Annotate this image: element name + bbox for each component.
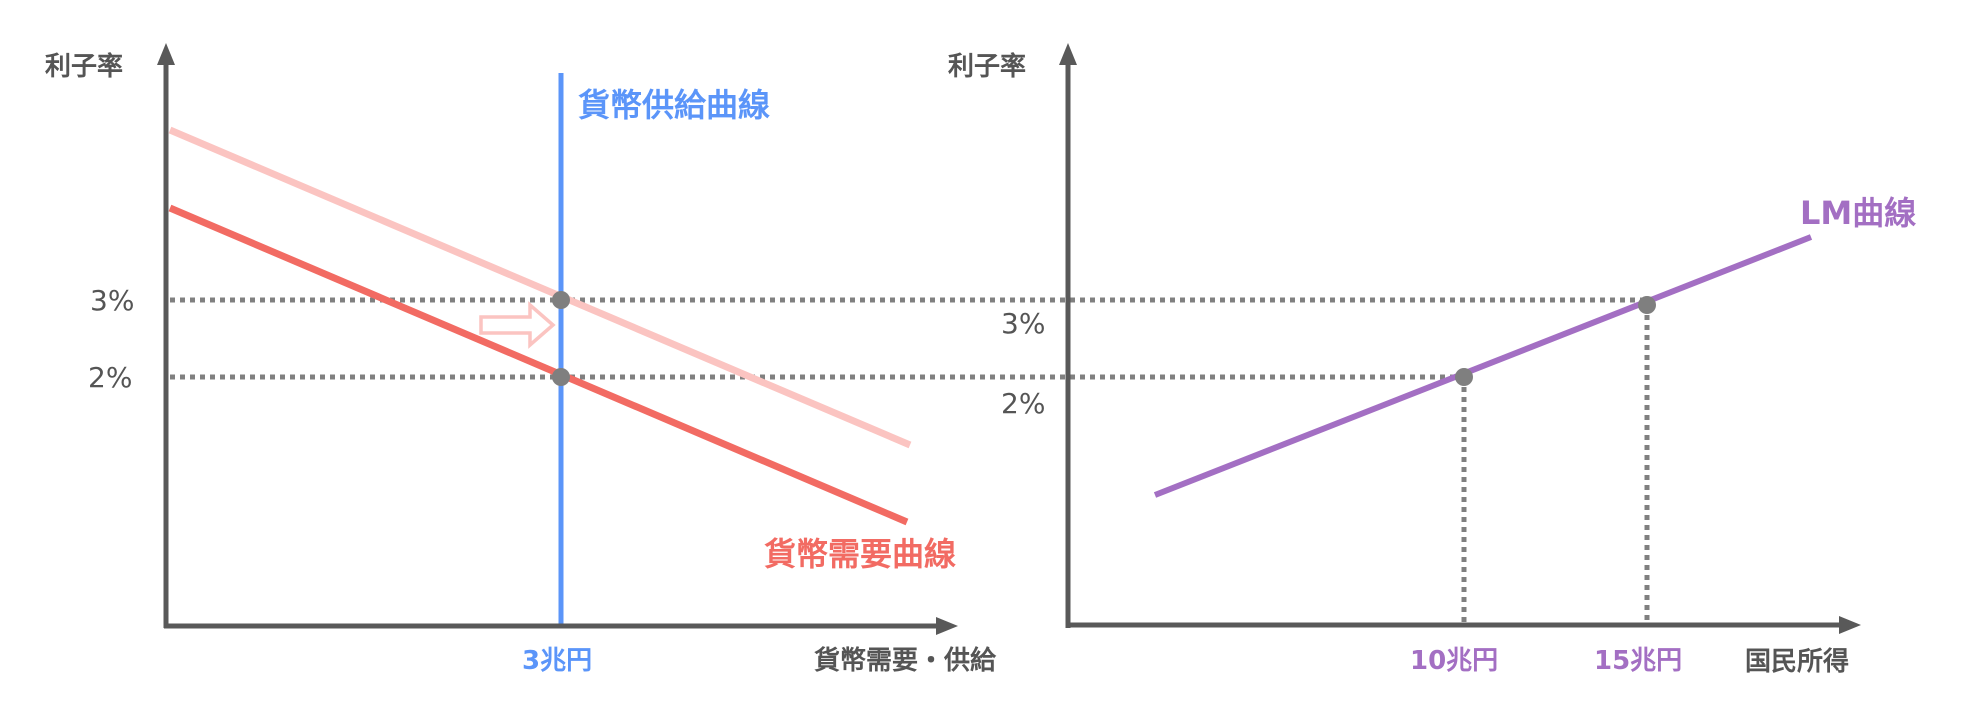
supply-curve-label: 貨幣供給曲線 (578, 86, 771, 124)
right-y-axis-arrow-icon (1059, 43, 1077, 65)
left-x-tick-3-trillion: 3兆円 (522, 646, 593, 676)
right-x-tick-15-trillion: 15兆円 (1594, 646, 1683, 676)
left-y-axis-arrow-icon (157, 43, 175, 65)
left-y-tick-2pct: 2% (88, 361, 133, 394)
left-x-axis-label: 貨幣需要・供給 (814, 646, 997, 676)
demand-curve-label: 貨幣需要曲線 (764, 535, 957, 573)
lm-curve (1153, 234, 1813, 498)
shift-arrow-icon (479, 301, 556, 349)
right-x-axis-arrow-icon (1839, 616, 1861, 634)
demand-curve (168, 204, 909, 526)
right-y-tick-3pct: 3% (1001, 307, 1046, 340)
right-y-axis-label: 利子率 (948, 52, 1027, 82)
lm-curve-label: LM曲線 (1800, 194, 1917, 232)
left-x-axis-arrow-icon (936, 617, 958, 635)
equilibrium-point-2pct (552, 368, 570, 386)
demand-curve-shifted (168, 126, 912, 449)
equilibrium-point-3pct (552, 291, 570, 309)
left-y-tick-3pct: 3% (90, 284, 135, 317)
lm-point-15-trillion (1638, 296, 1656, 314)
right-y-tick-2pct: 2% (1001, 387, 1046, 420)
left-y-axis-label: 利子率 (45, 52, 124, 82)
right-x-tick-10-trillion: 10兆円 (1410, 646, 1499, 676)
lm-point-10-trillion (1455, 368, 1473, 386)
right-x-axis-label: 国民所得 (1745, 647, 1850, 677)
